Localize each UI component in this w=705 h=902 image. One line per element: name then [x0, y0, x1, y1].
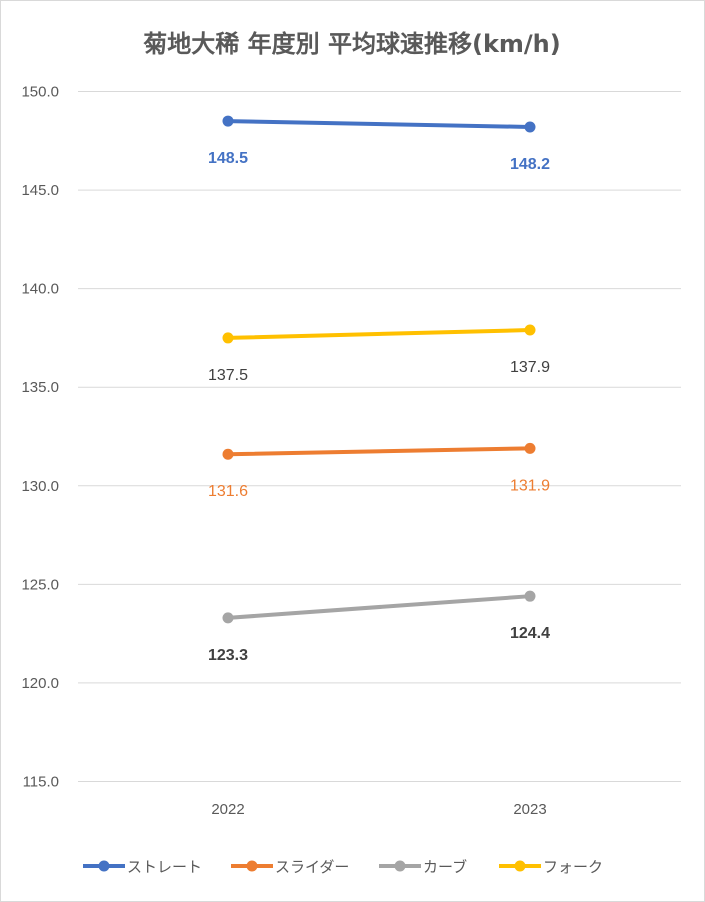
- y-tick-label: 115.0: [23, 774, 59, 791]
- y-tick-label: 135.0: [21, 379, 59, 396]
- legend-item: スライダー: [231, 858, 349, 876]
- legend-item: フォーク: [499, 858, 603, 876]
- data-point: [524, 442, 536, 454]
- y-tick-label: 145.0: [21, 182, 59, 199]
- legend-marker: [246, 860, 258, 872]
- legend-marker: [98, 860, 110, 872]
- legend-marker: [394, 860, 406, 872]
- x-tick-label: 2023: [513, 801, 546, 818]
- y-axis-ticks: 150.0 145.0 140.0 135.0 130.0 125.0 120.0 115.0: [21, 84, 59, 791]
- chart-title: 菊地大稀 年度別 平均球速推移(km/h): [143, 30, 560, 58]
- data-label: 137.9: [510, 359, 550, 376]
- data-point: [222, 448, 234, 460]
- x-tick-label: 2022: [211, 801, 244, 818]
- series-line: [226, 594, 532, 620]
- data-label: 131.6: [208, 483, 248, 500]
- series-line: [226, 328, 532, 340]
- y-tick-label: 140.0: [21, 281, 59, 298]
- data-labels: 148.5 148.2 131.6 131.9 123.3 124.4 137.5 137.9: [208, 150, 550, 664]
- data-point: [222, 115, 234, 127]
- legend-label: スライダー: [275, 858, 349, 876]
- legend-item: カーブ: [379, 858, 467, 876]
- data-label: 131.9: [510, 477, 550, 494]
- y-tick-label: 150.0: [21, 84, 59, 101]
- legend-marker: [514, 860, 526, 872]
- data-label: 123.3: [208, 647, 248, 664]
- y-tick-label: 130.0: [21, 478, 59, 495]
- legend-label: カーブ: [423, 858, 467, 876]
- data-label: 137.5: [208, 367, 248, 384]
- legend-label: フォーク: [543, 858, 603, 876]
- legend-label: ストレート: [127, 858, 202, 876]
- data-label: 124.4: [510, 625, 550, 642]
- y-tick-label: 120.0: [21, 675, 59, 692]
- data-point: [524, 324, 536, 336]
- data-label: 148.2: [510, 156, 550, 173]
- x-axis-ticks: 2022 2023: [211, 801, 546, 818]
- series-line: [226, 446, 532, 457]
- data-label: 148.5: [208, 150, 248, 167]
- data-point: [222, 612, 234, 624]
- data-point: [524, 590, 536, 602]
- legend: ストレート スライダー カーブ フォーク: [83, 858, 603, 876]
- data-point: [222, 332, 234, 344]
- series-group: [222, 115, 536, 624]
- gridlines: [78, 91, 681, 782]
- y-tick-label: 125.0: [21, 576, 59, 593]
- series-line: [226, 119, 532, 129]
- data-point: [524, 121, 536, 133]
- legend-item: ストレート: [83, 858, 202, 876]
